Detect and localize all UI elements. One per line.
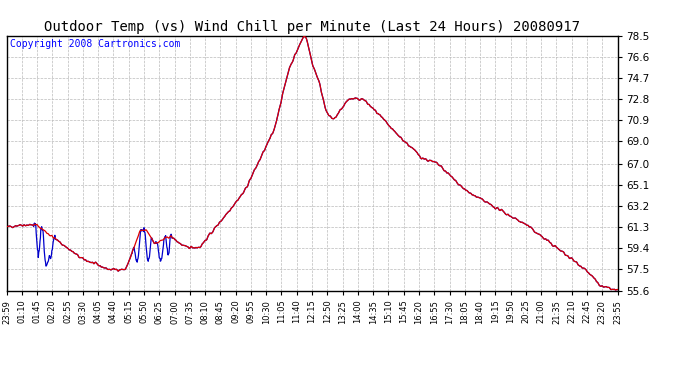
Title: Outdoor Temp (vs) Wind Chill per Minute (Last 24 Hours) 20080917: Outdoor Temp (vs) Wind Chill per Minute … bbox=[44, 21, 580, 34]
Text: Copyright 2008 Cartronics.com: Copyright 2008 Cartronics.com bbox=[10, 39, 180, 50]
